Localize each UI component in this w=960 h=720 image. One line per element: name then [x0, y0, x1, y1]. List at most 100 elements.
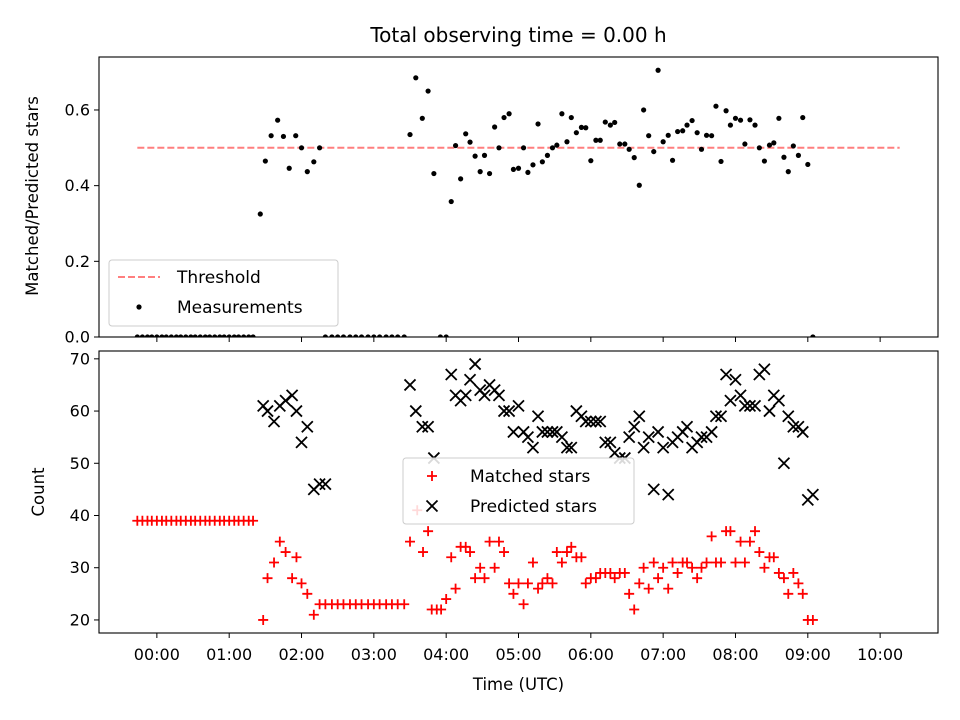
predicted-point — [290, 404, 303, 418]
measurement-point — [617, 141, 623, 147]
measurement-point — [492, 124, 498, 130]
matched-point — [436, 604, 447, 615]
measurement-point — [280, 133, 287, 140]
x-tick-label: 05:00 — [495, 645, 541, 664]
predicted-point — [416, 420, 429, 433]
matched-point — [280, 547, 291, 558]
predicted-point — [584, 415, 597, 428]
measurement-point — [651, 148, 657, 155]
measurement-point — [631, 155, 637, 161]
matched-point — [793, 578, 804, 589]
measurement-point — [549, 145, 556, 151]
measurement-point — [221, 334, 227, 337]
x-tick-label: 00:00 — [134, 645, 180, 664]
measurement-point — [669, 157, 676, 163]
measurement-point — [235, 334, 242, 337]
measurement-point — [602, 119, 608, 125]
measurement-point — [713, 103, 719, 109]
measurement-point — [329, 334, 335, 337]
x-tick-label: 04:00 — [423, 645, 469, 664]
measurement-point — [559, 111, 565, 117]
matched-point — [609, 573, 620, 584]
measurement-point — [477, 169, 483, 175]
measurement-point — [358, 334, 365, 337]
x-tick-label: 03:00 — [351, 645, 397, 664]
measurement-point — [183, 334, 189, 337]
measurement-point — [785, 169, 791, 175]
measurement-point — [544, 152, 551, 158]
measurement-point — [419, 115, 425, 121]
matched-point — [696, 562, 707, 573]
matched-point — [248, 515, 259, 526]
measurement-point — [747, 117, 753, 123]
matched-point — [508, 588, 519, 599]
predicted-point — [507, 425, 520, 439]
measurement-point — [800, 114, 806, 121]
predicted-point — [313, 478, 326, 491]
matched-point — [580, 578, 591, 589]
matched-point — [773, 567, 784, 578]
matched-point — [739, 557, 750, 568]
predicted-point — [546, 425, 559, 439]
matched-point — [561, 547, 572, 558]
predicted-point — [724, 394, 737, 407]
measurement-point — [680, 128, 686, 134]
matched-point — [687, 562, 698, 573]
predicted-point — [521, 431, 535, 444]
y-tick-label: 60 — [70, 402, 90, 421]
legend-predicted-swatch — [425, 499, 439, 513]
matched-point — [302, 588, 313, 599]
measurement-point — [539, 159, 545, 165]
predicted-point — [445, 368, 458, 381]
matched-point — [706, 531, 717, 542]
y-tick-label: 50 — [70, 454, 90, 473]
matched-point — [446, 552, 457, 563]
matched-point — [648, 557, 659, 568]
y-tick-label: 0.2 — [65, 252, 90, 271]
measurement-point — [810, 334, 816, 337]
x-tick-label: 02:00 — [278, 645, 324, 664]
legend-frame — [402, 457, 635, 525]
x-axis-label: Time (UTC) — [472, 675, 564, 694]
matched-point — [296, 578, 307, 589]
matched-point — [701, 557, 712, 568]
measurement-point — [525, 169, 531, 176]
predicted-point — [502, 404, 516, 418]
predicted-point — [295, 436, 308, 449]
matched-point — [405, 536, 416, 547]
predicted-point — [261, 404, 274, 418]
matched-point — [663, 583, 674, 594]
predicted-point — [301, 420, 314, 433]
matched-point — [619, 567, 630, 578]
matched-point — [682, 557, 693, 568]
predicted-point — [478, 389, 491, 402]
matched-point — [547, 578, 558, 589]
legend-matched-swatch — [427, 471, 437, 481]
chart-title: Total observing time = 0.00 h — [369, 23, 666, 47]
measurement-point — [217, 334, 223, 337]
predicted-point — [772, 394, 786, 407]
matched-point — [783, 588, 794, 599]
matched-point — [475, 562, 486, 573]
measurement-point — [443, 334, 449, 337]
predicted-point — [777, 457, 791, 470]
predicted-point — [806, 488, 820, 501]
matched-point — [274, 536, 285, 547]
matched-point — [672, 567, 683, 578]
y-tick-label: 0.0 — [65, 328, 90, 347]
matched-point — [499, 547, 510, 558]
matched-point — [576, 552, 587, 563]
measurement-point — [463, 131, 469, 137]
measurement-point — [340, 334, 347, 337]
measurement-point — [311, 159, 317, 165]
measurement-point — [675, 128, 681, 135]
predicted-point — [531, 410, 545, 423]
predicted-point — [787, 420, 800, 433]
predicted-point — [589, 415, 603, 428]
matched-point — [658, 562, 669, 573]
matched-point — [262, 573, 273, 584]
measurement-point — [597, 137, 603, 143]
measurement-point — [262, 158, 268, 164]
matched-point — [653, 573, 664, 584]
measurement-point — [703, 132, 710, 138]
